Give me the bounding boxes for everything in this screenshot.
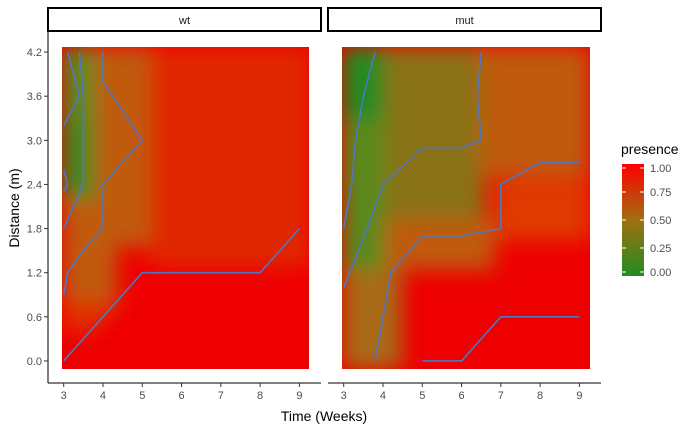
contour-line — [342, 52, 483, 288]
x-tick-label: 5 — [139, 390, 145, 402]
y-tick-label: 1.2 — [27, 268, 42, 280]
contour-line — [62, 169, 69, 193]
strip-wt: wt — [47, 7, 322, 32]
x-axis-title: Time (Weeks) — [281, 408, 367, 424]
x-tick-label: 4 — [380, 390, 386, 402]
strip-label-wt: wt — [178, 15, 190, 27]
x-tick-label: 9 — [296, 390, 302, 402]
y-tick-label: 3.6 — [27, 91, 42, 103]
strip-label-mut: mut — [455, 15, 473, 27]
contour-line — [62, 52, 144, 295]
legend-tick-label: 0.25 — [650, 243, 671, 255]
legend-tick-label: 0.00 — [650, 267, 671, 279]
y-tick-label: 1.8 — [27, 224, 42, 236]
contour-line — [62, 51, 81, 126]
contour-line — [374, 161, 580, 362]
legend: presence 0.00 0.25 0.50 0.75 1.00 — [621, 141, 679, 279]
contour-line — [342, 51, 376, 229]
x-tick-label: 8 — [537, 390, 543, 402]
y-axis: 0.0 0.6 1.2 1.8 2.4 3.0 3.6 4.2 — [27, 30, 49, 383]
contour-line — [63, 228, 300, 362]
legend-title: presence — [621, 141, 679, 157]
contour-line — [62, 52, 85, 229]
x-axis-wt: 3 4 5 6 7 8 9 — [48, 382, 321, 402]
x-tick-label: 3 — [341, 390, 347, 402]
x-tick-label: 6 — [178, 390, 184, 402]
heatmap-wt — [62, 47, 309, 369]
y-tick-label: 0.0 — [27, 356, 42, 368]
x-tick-label: 8 — [257, 390, 263, 402]
heatmap-mut — [342, 47, 590, 369]
x-tick-label: 5 — [419, 390, 425, 402]
x-tick-label: 6 — [458, 390, 464, 402]
x-tick-label: 3 — [61, 390, 67, 402]
y-axis-title: Distance (m) — [6, 168, 22, 247]
legend-tick-label: 1.00 — [650, 163, 671, 175]
x-tick-label: 9 — [576, 390, 582, 402]
x-tick-label: 7 — [218, 390, 224, 402]
contours-mut — [342, 51, 580, 362]
strip-mut: mut — [327, 7, 602, 32]
legend-tick-label: 0.75 — [650, 187, 671, 199]
y-tick-label: 2.4 — [27, 179, 42, 191]
y-tick-label: 3.0 — [27, 135, 42, 147]
x-tick-label: 7 — [498, 390, 504, 402]
legend-colorbar — [622, 164, 644, 276]
y-tick-label: 0.6 — [27, 312, 42, 324]
x-axis-mut: 3 4 5 6 7 8 9 — [328, 382, 601, 402]
y-tick-label: 4.2 — [27, 47, 42, 59]
x-tick-label: 4 — [100, 390, 106, 402]
contours-wt — [62, 51, 300, 362]
legend-tick-label: 0.50 — [650, 215, 671, 227]
contour-line — [422, 315, 580, 362]
